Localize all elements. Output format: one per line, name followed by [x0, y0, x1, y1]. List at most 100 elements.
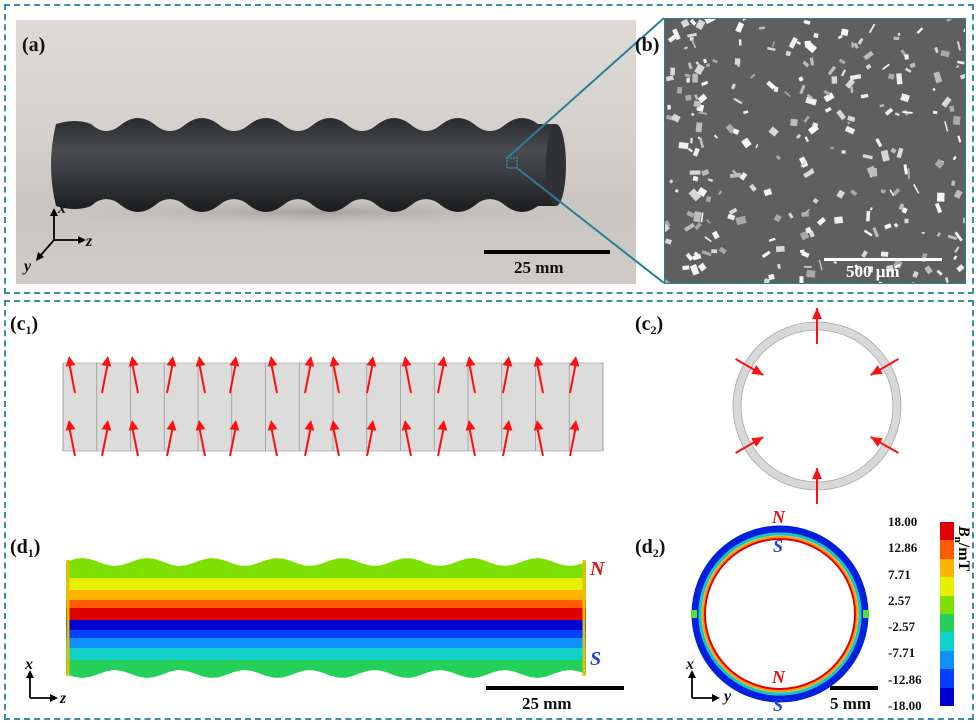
sem-particle — [758, 26, 766, 30]
c1-arrow-shaft — [198, 361, 206, 394]
sem-particle — [893, 222, 899, 228]
c1-arrow-shaft — [468, 361, 476, 394]
sem-particle — [916, 27, 924, 34]
sem-particle — [847, 115, 856, 123]
sem-particle — [847, 121, 851, 125]
sem-particle — [836, 109, 847, 121]
sem-particle — [865, 63, 872, 70]
sem-particle — [678, 141, 689, 150]
sem-particle — [742, 19, 747, 21]
sem-particle — [706, 218, 711, 224]
sem-particle — [695, 61, 700, 66]
c1-arrow-head — [304, 420, 315, 431]
panel-c1-label: (c1) — [10, 313, 39, 337]
d1-contour-band — [66, 638, 586, 648]
sem-particle — [733, 97, 743, 105]
sem-particle — [801, 251, 810, 258]
sem-particle — [841, 69, 846, 77]
sem-particle — [683, 46, 689, 50]
sem-particle — [806, 93, 813, 100]
sem-particle — [743, 110, 749, 115]
c1-arrow-shaft — [536, 361, 544, 394]
sem-particle — [763, 278, 770, 283]
c1-arrow-head — [101, 420, 112, 431]
sem-particle — [913, 184, 920, 194]
c1-arrow-head — [65, 420, 76, 431]
panel-a-photo — [16, 20, 636, 284]
panel-a-z-label: z — [86, 233, 93, 250]
c1-arrow-shaft — [101, 425, 109, 457]
bottom-figure-frame — [4, 300, 974, 720]
panel-a-y-label: y — [24, 258, 32, 275]
c2-arrow-head — [751, 365, 764, 375]
panel-b-scale-bar — [824, 258, 942, 261]
c1-arrow-shaft — [68, 361, 76, 394]
sem-particle — [866, 210, 871, 222]
d2-ring-mid — [698, 532, 862, 696]
sem-particle — [711, 249, 718, 254]
sem-particle — [775, 245, 785, 253]
panel-d1-scale-label: 25 mm — [522, 694, 572, 713]
sem-particle — [853, 42, 859, 50]
sem-particle — [692, 73, 698, 83]
sem-particle — [833, 260, 838, 265]
sem-particle — [701, 80, 709, 87]
colorbar-swatch — [940, 540, 954, 559]
c2-arrow-head — [751, 437, 764, 447]
panel-d2-top-north-label: N — [772, 507, 785, 527]
sem-particle — [894, 112, 900, 117]
sem-particle — [694, 94, 699, 100]
c1-arrow-head — [101, 356, 112, 367]
c1-arrow-head — [128, 356, 139, 367]
sem-particle — [830, 146, 835, 150]
sem-particle — [823, 89, 831, 96]
d1-contour-band — [66, 578, 586, 590]
sem-particle — [898, 203, 905, 211]
sem-particle — [836, 189, 845, 199]
sem-particle — [692, 253, 702, 261]
panel-d1-z-label: z — [60, 690, 67, 707]
sem-particle — [735, 215, 747, 226]
sem-particle — [946, 19, 952, 22]
sem-particle — [739, 172, 748, 181]
c1-arrow-head — [465, 420, 476, 431]
sem-particle — [667, 32, 679, 43]
colorbar-swatch — [940, 632, 954, 651]
sem-particle — [705, 196, 712, 203]
sem-particle — [697, 187, 708, 197]
sem-particle — [805, 226, 812, 234]
sem-particle — [880, 189, 886, 194]
sem-particle — [868, 266, 874, 273]
sem-particle — [934, 202, 943, 214]
panel-d1-x-label: x — [25, 656, 33, 673]
sem-particle — [704, 236, 712, 243]
c1-arrow-head — [437, 356, 448, 367]
c1-arrow-shaft — [366, 361, 374, 394]
sem-particle — [897, 32, 901, 37]
c1-arrow-shaft — [569, 425, 577, 457]
c1-arrow-head — [229, 356, 240, 367]
sem-particle — [713, 134, 719, 139]
sem-particle — [949, 105, 955, 113]
sem-particle — [893, 36, 900, 40]
sem-particle — [944, 277, 949, 283]
sem-particle — [910, 281, 921, 283]
sem-particle — [802, 60, 810, 68]
sem-particle — [761, 250, 771, 259]
sem-particle — [841, 150, 846, 154]
panel-d2-axis-triad — [688, 670, 720, 702]
sem-particle — [763, 188, 773, 197]
sem-particle — [849, 74, 862, 81]
colorbar-swatch — [940, 687, 954, 707]
sem-particle — [804, 136, 810, 143]
panel-d1-axis-triad — [26, 670, 58, 702]
c1-arrow-head — [533, 356, 544, 367]
sem-particle — [806, 269, 816, 278]
c1-arrow-head — [128, 420, 139, 431]
sem-particle — [695, 122, 703, 133]
panel-d2-ring-field — [691, 525, 869, 703]
c1-arrow-head — [329, 356, 340, 367]
sem-particle — [682, 265, 690, 271]
sem-particle — [755, 143, 759, 149]
c1-arrow-shaft — [332, 425, 340, 457]
